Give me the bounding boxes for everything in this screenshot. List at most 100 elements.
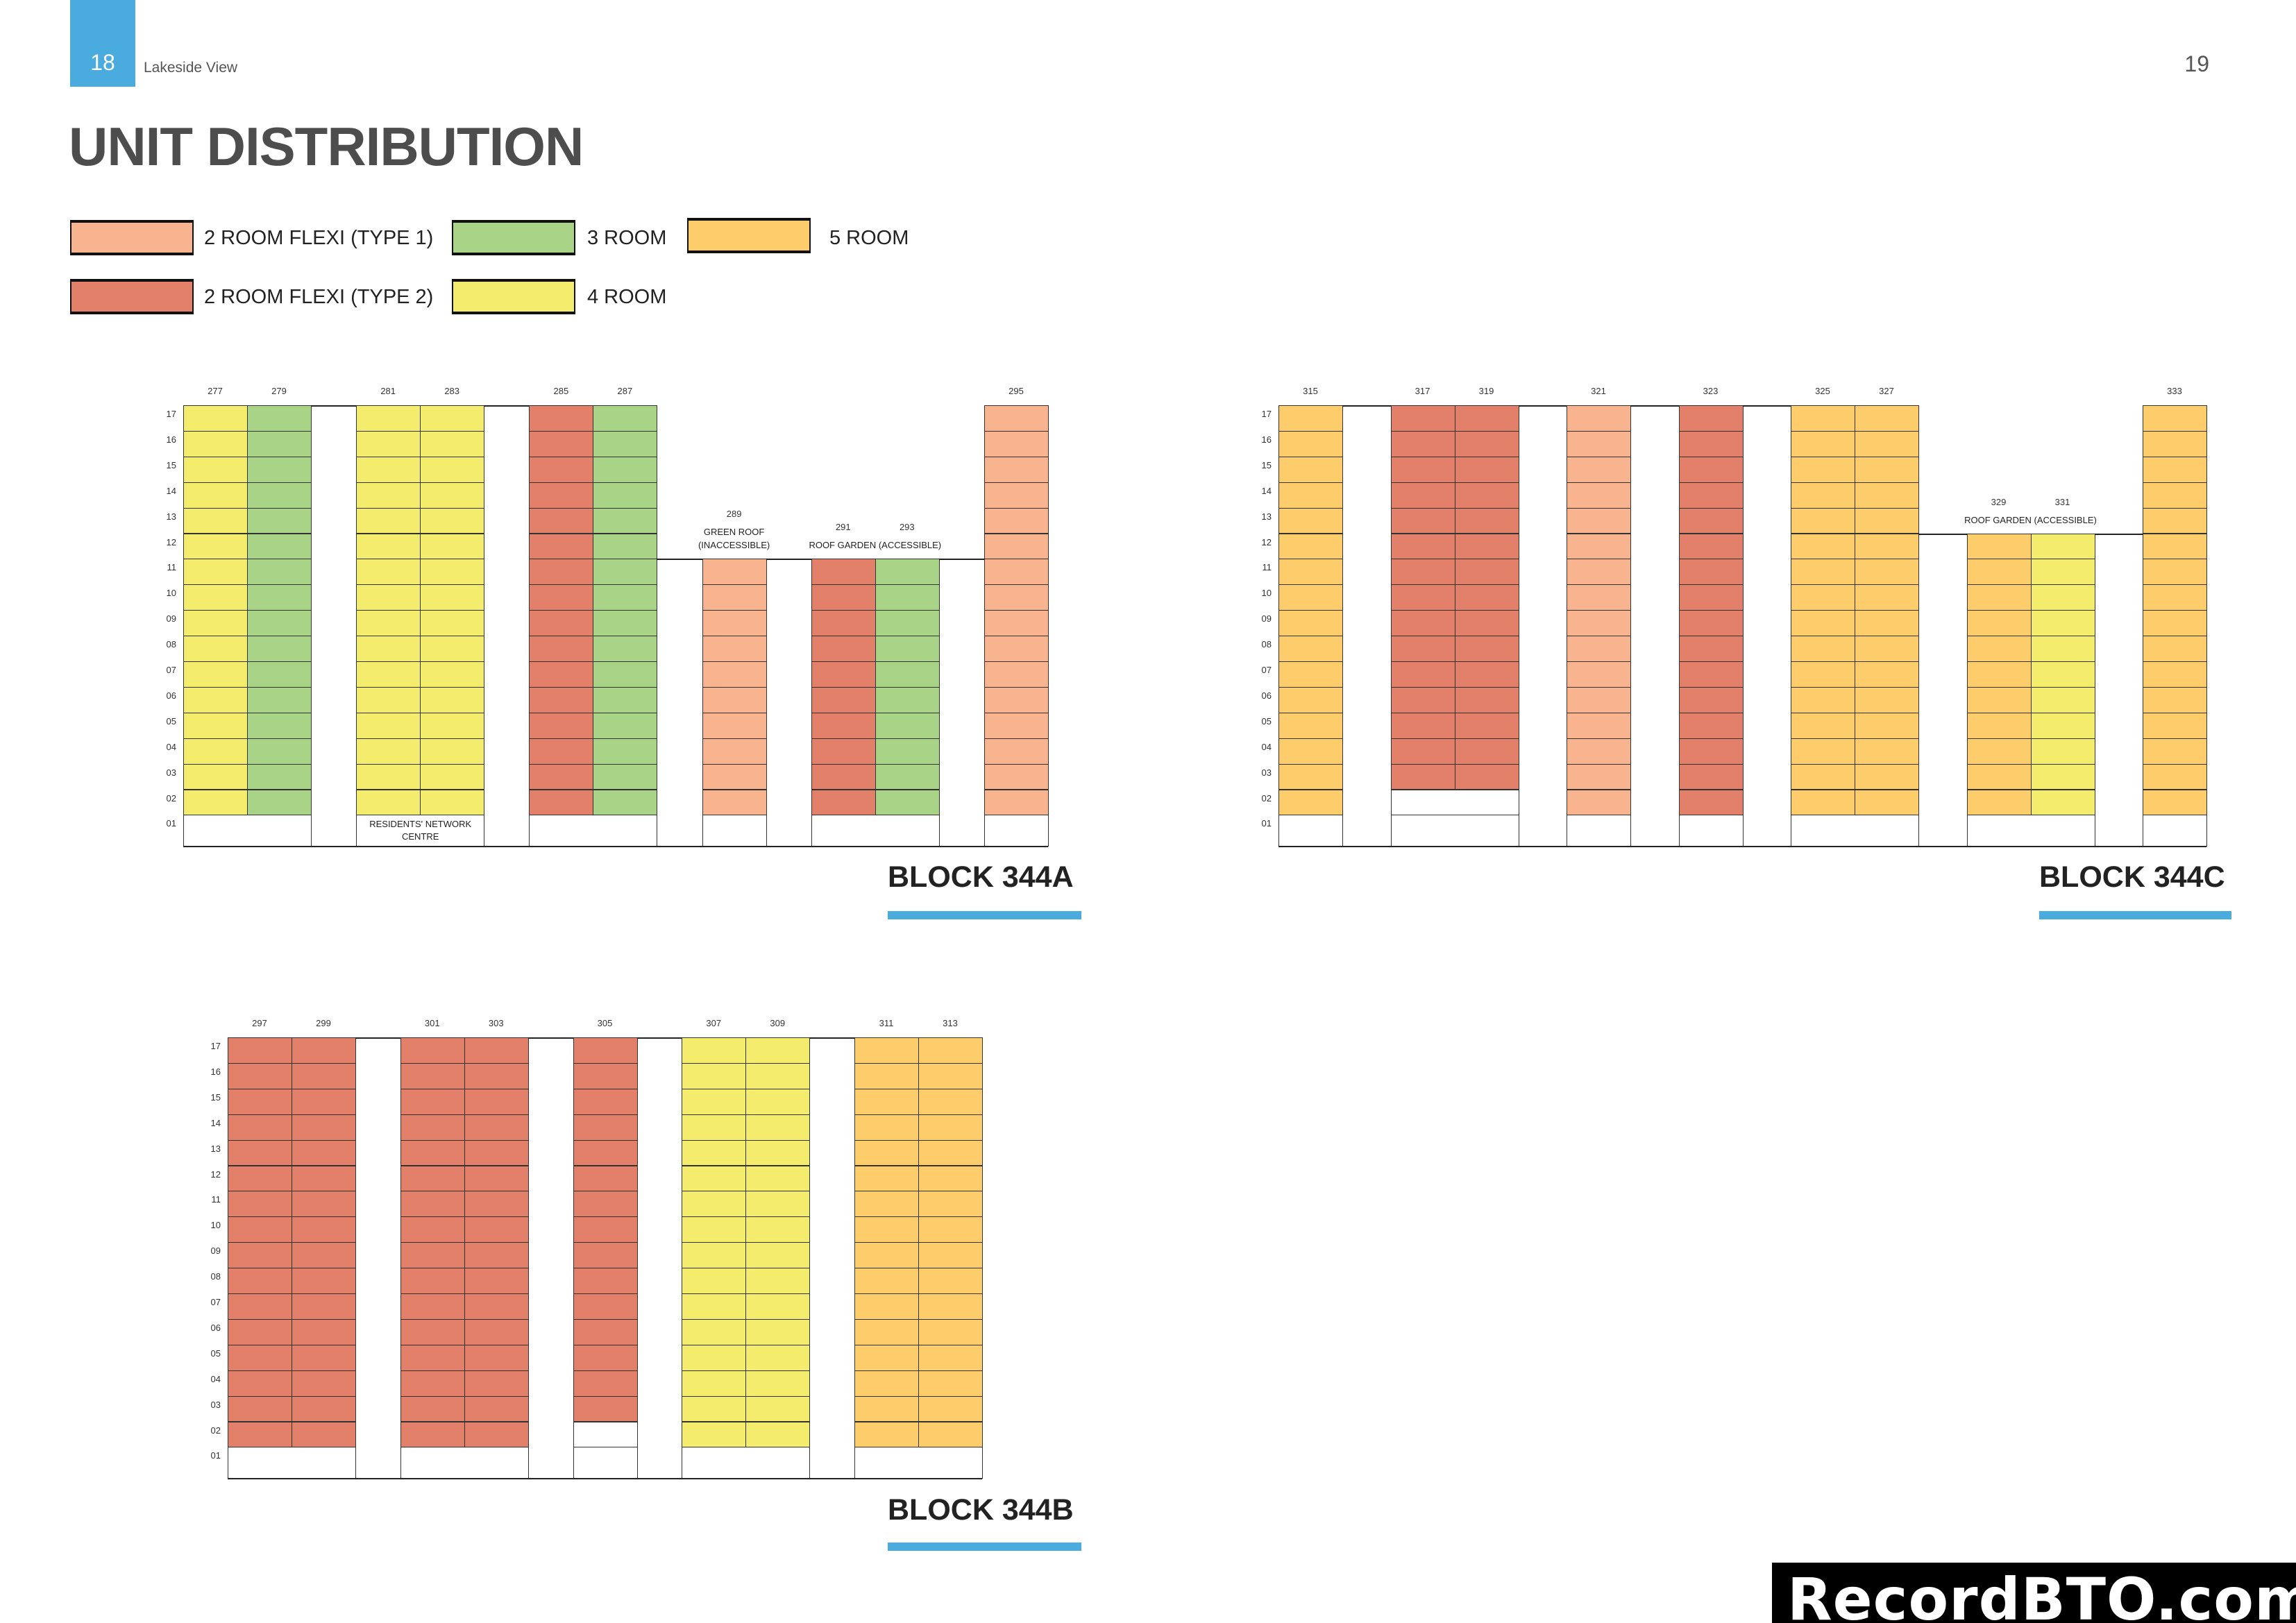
unit-cell-281-floor-2 bbox=[356, 789, 421, 816]
floor-label: 02 bbox=[1261, 792, 1272, 804]
ground-floor-box bbox=[1390, 815, 1519, 847]
unit-cell-313-floor-16 bbox=[918, 1062, 983, 1089]
unit-number-label: 333 bbox=[2167, 386, 2182, 396]
unit-cell-333-floor-11 bbox=[2143, 559, 2207, 586]
floor-label: 12 bbox=[166, 536, 176, 547]
unit-cell-321-floor-9 bbox=[1567, 610, 1631, 637]
floor-label: 06 bbox=[210, 1322, 221, 1333]
unit-cell-283-floor-12 bbox=[420, 533, 485, 560]
unit-cell-281-floor-17 bbox=[356, 405, 421, 432]
legend-label-3room: 3 ROOM bbox=[587, 227, 667, 249]
unit-cell-317-floor-7 bbox=[1390, 661, 1455, 688]
unit-cell-297-floor-12 bbox=[228, 1165, 292, 1192]
floor-label: 05 bbox=[1261, 715, 1272, 726]
unit-cell-311-floor-4 bbox=[854, 1370, 919, 1397]
unit-cell-291-floor-11 bbox=[811, 559, 876, 586]
unit-cell-299-floor-10 bbox=[292, 1216, 356, 1243]
unit-cell-317-floor-16 bbox=[1390, 430, 1455, 457]
unit-cell-297-floor-15 bbox=[228, 1088, 292, 1115]
unit-cell-301-floor-10 bbox=[400, 1216, 465, 1243]
baseline bbox=[183, 846, 1048, 848]
roof-note: ROOF GARDEN (ACCESSIBLE) bbox=[809, 540, 942, 551]
page-tab-marker bbox=[70, 0, 135, 87]
roof-note: GREEN ROOF bbox=[703, 527, 765, 538]
unit-cell-287-floor-15 bbox=[593, 456, 658, 483]
unit-cell-315-floor-6 bbox=[1278, 686, 1343, 713]
page-title: UNIT DISTRIBUTION bbox=[69, 116, 584, 177]
unit-cell-309-floor-2 bbox=[745, 1421, 811, 1448]
unit-cell-299-floor-12 bbox=[292, 1165, 356, 1192]
unit-number-label: 285 bbox=[553, 386, 569, 396]
unit-cell-325-floor-15 bbox=[1791, 456, 1855, 483]
ground-floor-box bbox=[183, 815, 312, 847]
unit-number-label: 327 bbox=[1879, 386, 1894, 396]
unit-cell-285-floor-10 bbox=[529, 584, 594, 611]
legend-swatch-5room bbox=[687, 218, 811, 253]
floor-label: 08 bbox=[166, 639, 176, 650]
unit-cell-319-floor-8 bbox=[1454, 636, 1519, 662]
unit-cell-291-floor-6 bbox=[811, 686, 876, 713]
unit-cell-303-floor-16 bbox=[464, 1062, 529, 1089]
unit-number-label: 303 bbox=[488, 1018, 504, 1028]
unit-cell-295-floor-12 bbox=[984, 533, 1049, 560]
unit-cell-281-floor-8 bbox=[356, 636, 421, 662]
unit-cell-277-floor-12 bbox=[183, 533, 248, 560]
floor-label: 03 bbox=[166, 767, 176, 778]
unit-cell-319-floor-6 bbox=[1454, 686, 1519, 713]
unit-number-label: 313 bbox=[943, 1018, 958, 1028]
unit-cell-279-floor-14 bbox=[247, 482, 312, 509]
unit-cell-283-floor-7 bbox=[420, 661, 485, 688]
unit-cell-279-floor-5 bbox=[247, 712, 312, 739]
unit-cell-277-floor-15 bbox=[183, 456, 248, 483]
unit-cell-301-floor-13 bbox=[400, 1139, 465, 1166]
unit-cell-303-floor-6 bbox=[464, 1318, 529, 1345]
unit-number-label: 299 bbox=[316, 1018, 331, 1028]
unit-cell-309-floor-4 bbox=[745, 1370, 811, 1397]
floor-label: 10 bbox=[1261, 588, 1272, 599]
unit-cell-297-floor-9 bbox=[228, 1242, 292, 1269]
floor-label: 03 bbox=[210, 1399, 221, 1410]
unit-cell-295-floor-10 bbox=[984, 584, 1049, 611]
roofline bbox=[657, 559, 702, 561]
floor-label: 07 bbox=[210, 1297, 221, 1307]
unit-cell-283-floor-4 bbox=[420, 738, 485, 765]
unit-cell-319-floor-4 bbox=[1454, 738, 1519, 765]
unit-cell-311-floor-7 bbox=[854, 1293, 919, 1320]
unit-cell-317-floor-4 bbox=[1390, 738, 1455, 765]
unit-cell-301-floor-6 bbox=[400, 1318, 465, 1345]
floor-label: 06 bbox=[166, 690, 176, 701]
unit-cell-307-floor-8 bbox=[682, 1268, 747, 1294]
unit-cell-325-floor-14 bbox=[1791, 482, 1855, 509]
unit-cell-299-floor-5 bbox=[292, 1344, 356, 1371]
unit-cell-287-floor-13 bbox=[593, 507, 658, 534]
unit-cell-301-floor-12 bbox=[400, 1165, 465, 1192]
unit-cell-301-floor-5 bbox=[400, 1344, 465, 1371]
unit-cell-313-floor-17 bbox=[918, 1037, 983, 1064]
unit-cell-287-floor-14 bbox=[593, 482, 658, 509]
unit-cell-309-floor-7 bbox=[745, 1293, 811, 1320]
unit-number-label: 305 bbox=[597, 1018, 613, 1028]
unit-cell-327-floor-10 bbox=[1855, 584, 1919, 611]
roofline bbox=[766, 559, 811, 561]
ground-floor-box bbox=[854, 1447, 983, 1479]
unit-cell-301-floor-4 bbox=[400, 1370, 465, 1397]
floor-label: 06 bbox=[1261, 690, 1272, 701]
unit-cell-321-floor-4 bbox=[1567, 738, 1631, 765]
unit-cell-291-floor-5 bbox=[811, 712, 876, 739]
unit-cell-299-floor-3 bbox=[292, 1395, 356, 1422]
unit-cell-297-floor-10 bbox=[228, 1216, 292, 1243]
unit-cell-305-floor-11 bbox=[573, 1191, 638, 1218]
unit-cell-281-floor-12 bbox=[356, 533, 421, 560]
unit-cell-277-floor-9 bbox=[183, 610, 248, 637]
unit-cell-297-floor-16 bbox=[228, 1062, 292, 1089]
unit-cell-309-floor-11 bbox=[745, 1191, 811, 1218]
unit-cell-317-floor-8 bbox=[1390, 636, 1455, 662]
unit-cell-297-floor-7 bbox=[228, 1293, 292, 1320]
unit-cell-323-floor-9 bbox=[1678, 610, 1744, 637]
floor-label: 17 bbox=[210, 1041, 221, 1051]
unit-cell-331-floor-12 bbox=[2030, 533, 2095, 560]
unit-cell-317-floor-14 bbox=[1390, 482, 1455, 509]
unit-number-label: 279 bbox=[271, 386, 287, 396]
unit-cell-279-floor-9 bbox=[247, 610, 312, 637]
unit-cell-287-floor-3 bbox=[593, 763, 658, 790]
